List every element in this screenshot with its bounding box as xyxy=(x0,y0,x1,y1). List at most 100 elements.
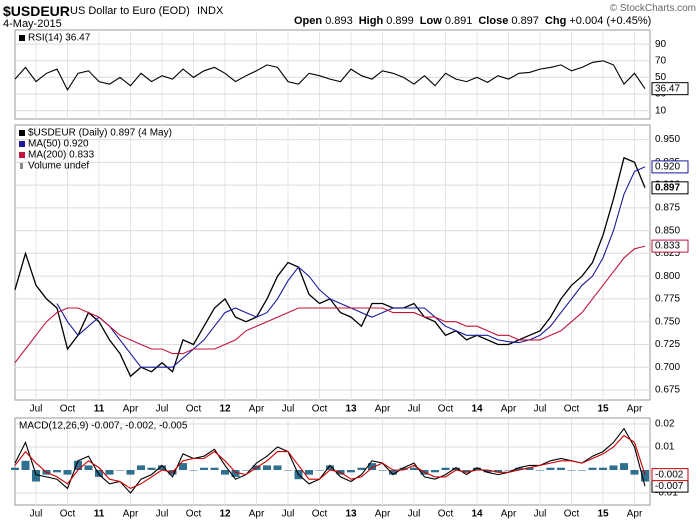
x-tick-label: Oct xyxy=(186,404,202,415)
histogram-bar xyxy=(641,470,649,482)
y-tick-label: 0.950 xyxy=(655,134,680,145)
histogram-bar xyxy=(95,470,103,477)
series-line xyxy=(14,434,646,490)
histogram-bar xyxy=(536,470,544,471)
y-tick-label: 0.02 xyxy=(655,419,675,430)
histogram-bar xyxy=(557,467,565,471)
histogram-bar xyxy=(494,470,502,473)
histogram-bar xyxy=(74,460,82,471)
x-tick-label: Apr xyxy=(375,509,391,520)
quote-label: Chg xyxy=(544,15,567,27)
legend-label: $USDEUR (Daily) 0.897 (4 May) xyxy=(28,128,172,139)
x-tick-label: Apr xyxy=(501,509,517,520)
y-tick-label: 0.775 xyxy=(655,294,680,305)
histogram-bar xyxy=(189,470,198,471)
histogram-bar xyxy=(32,470,40,482)
y-tick-label: 0.850 xyxy=(655,225,680,236)
histogram-bar xyxy=(567,470,576,471)
x-tick-label: Apr xyxy=(249,509,265,520)
histogram-bar xyxy=(116,470,124,471)
x-tick-label: Jul xyxy=(534,509,547,520)
histogram-bar xyxy=(599,467,607,471)
histogram-bar xyxy=(515,467,523,471)
quote-label: Close xyxy=(478,15,509,27)
x-tick-label: Apr xyxy=(627,509,643,520)
x-tick-label: Apr xyxy=(249,404,265,415)
y-tick-label: 0.750 xyxy=(655,316,680,327)
histogram-bar xyxy=(200,467,208,471)
x-tick-label: 11 xyxy=(94,404,105,415)
legend-label: MA(50) 0.920 xyxy=(28,139,89,150)
x-tick-label: Oct xyxy=(60,509,76,520)
histogram-bar xyxy=(273,465,282,471)
x-tick-label: Apr xyxy=(375,404,391,415)
y-tick-label: 70 xyxy=(655,55,667,66)
x-tick-label: Oct xyxy=(60,404,76,415)
x-tick-label: 11 xyxy=(94,509,105,520)
x-tick-label: Jul xyxy=(156,404,169,415)
histogram-bar xyxy=(546,467,555,471)
panel-frame xyxy=(14,124,651,401)
y-tick-label: 0.675 xyxy=(655,385,680,396)
x-tick-label: Oct xyxy=(564,404,580,415)
panel-title: MACD(12,26,9) -0.007, -0.002, -0.005 xyxy=(19,421,188,432)
exchange: INDX xyxy=(197,5,224,17)
x-tick-label: Jul xyxy=(534,404,547,415)
histogram-bar xyxy=(53,470,61,473)
x-tick-label: 14 xyxy=(471,404,483,415)
histogram-bar xyxy=(231,470,240,477)
instrument-name: US Dollar to Euro (EOD) xyxy=(70,5,190,17)
x-tick-label: Jul xyxy=(408,404,421,415)
y-tick-label: 90 xyxy=(655,39,667,50)
histogram-bar xyxy=(147,467,156,471)
histogram-bar xyxy=(21,460,30,471)
x-tick-label: Jul xyxy=(282,404,295,415)
quote-value: +0.004 (+0.45%) xyxy=(569,15,652,27)
histogram-bar xyxy=(158,465,166,471)
x-tick-label: Oct xyxy=(564,509,580,520)
histogram-bar xyxy=(179,463,187,471)
x-tick-label: Apr xyxy=(123,509,139,520)
quote-label: Low xyxy=(419,15,442,27)
histogram-bar xyxy=(389,470,397,475)
quote-value: 0.891 xyxy=(444,15,473,27)
y-tick-label: -0.01 xyxy=(655,488,678,499)
x-tick-label: Apr xyxy=(501,404,517,415)
histogram-bar xyxy=(126,470,135,475)
x-tick-label: Jul xyxy=(156,509,169,520)
y-tick-label: 0.800 xyxy=(655,271,680,282)
quote-label: Open xyxy=(294,15,323,27)
histogram-bar xyxy=(326,465,334,471)
series-line xyxy=(14,60,646,92)
histogram-bar xyxy=(137,465,145,471)
value-tag xyxy=(651,468,689,482)
histogram-bar xyxy=(630,470,639,475)
legend-label: RSI(14) 36.47 xyxy=(28,33,91,44)
histogram-bar xyxy=(410,467,418,471)
histogram-bar xyxy=(609,465,618,471)
histogram-bar xyxy=(368,463,376,471)
histogram-bar xyxy=(431,470,439,473)
credit: © StockCharts.com xyxy=(609,3,696,14)
value-tag-label: -0.002 xyxy=(655,469,684,480)
x-tick-label: Oct xyxy=(312,509,328,520)
histogram-bar xyxy=(84,465,93,471)
x-tick-label: Jul xyxy=(408,509,421,520)
y-tick-label: 0.875 xyxy=(655,203,680,214)
histogram-bar xyxy=(620,463,628,471)
histogram-bar xyxy=(305,470,313,475)
histogram-bar xyxy=(242,470,250,471)
histogram-bar xyxy=(504,470,513,471)
y-tick-label: 0.01 xyxy=(655,442,675,453)
y-tick-label: 50 xyxy=(655,72,667,83)
histogram-bar xyxy=(525,467,534,471)
legend-label: MA(200) 0.833 xyxy=(28,150,95,161)
x-tick-label: 12 xyxy=(219,404,231,415)
y-tick-label: 0.825 xyxy=(655,248,680,259)
y-tick-label: 10 xyxy=(655,105,667,116)
histogram-bar xyxy=(284,470,292,471)
symbol: $USDEUR xyxy=(3,3,70,19)
legend-swatch xyxy=(19,152,25,158)
histogram-bar xyxy=(452,467,460,471)
